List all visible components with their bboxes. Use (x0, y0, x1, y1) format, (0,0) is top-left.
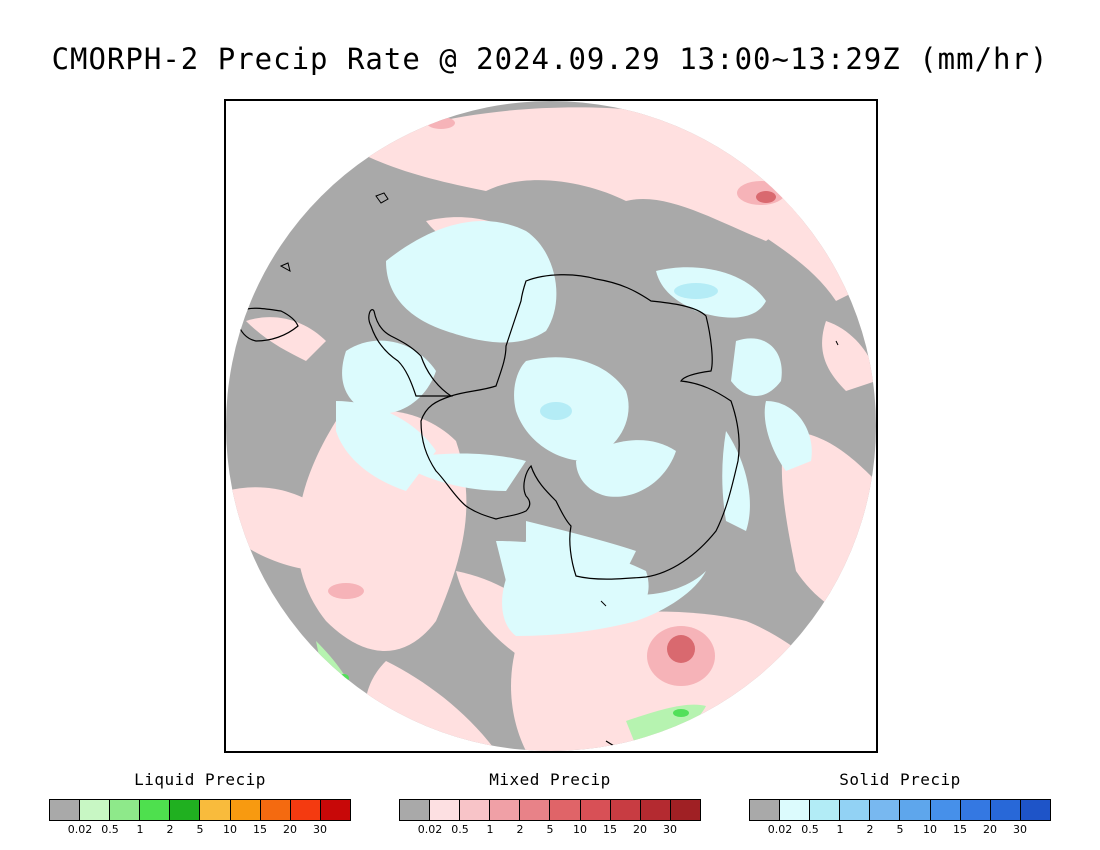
legend-ticks: 0.02 0.5 1 2 5 10 15 20 30 (749, 821, 1051, 836)
legend-swatch (400, 800, 431, 820)
legend-tick-label: 5 (546, 823, 554, 836)
small-islands (279, 192, 839, 607)
legend-swatch (230, 800, 261, 820)
legend-swatch (610, 800, 641, 820)
legend-swatch (750, 800, 781, 820)
legend-tick-label: 30 (1013, 823, 1027, 836)
mixed-heavy-spots (328, 117, 785, 686)
legend-ticks: 0.02 0.5 1 2 5 10 15 20 30 (399, 821, 701, 836)
legend-tick-label: 0.5 (451, 823, 469, 836)
legend-swatch (640, 800, 671, 820)
legend-swatch (110, 800, 141, 820)
legend-swatch (490, 800, 521, 820)
legend-swatch (520, 800, 551, 820)
legend-tick-label: 30 (663, 823, 677, 836)
legend-tick-label: 2 (866, 823, 874, 836)
legend-swatch (670, 800, 700, 820)
legend-ticks: 0.02 0.5 1 2 5 10 15 20 30 (49, 821, 351, 836)
legend-swatch (840, 800, 871, 820)
legend-swatch (780, 800, 811, 820)
legend-swatch (990, 800, 1021, 820)
legend-tick-label: 15 (253, 823, 267, 836)
legend-swatch (1020, 800, 1050, 820)
legend-tick-label: 20 (983, 823, 997, 836)
legend-tick-label: 5 (896, 823, 904, 836)
map-canvas (226, 101, 876, 751)
legend-swatch (810, 800, 841, 820)
antarctic-peninsula-coastline (368, 309, 453, 397)
legend-colorbar (749, 799, 1051, 821)
legend-tick-label: 15 (603, 823, 617, 836)
legend-tick-label: 10 (223, 823, 237, 836)
precip-field (226, 101, 876, 751)
legend-swatch (960, 800, 991, 820)
legend-solid: Solid Precip 0.02 0.5 1 2 5 10 15 20 30 (749, 770, 1051, 836)
legend-tick-label: 0.02 (767, 823, 793, 836)
legend-swatch (930, 800, 961, 820)
legend-swatch (290, 800, 321, 820)
polar-precip-map (224, 99, 878, 753)
legend-swatch (580, 800, 611, 820)
legend-tick-label: 2 (166, 823, 174, 836)
solid-precip-ross-sea (502, 541, 706, 636)
legend-swatch (430, 800, 461, 820)
legend-swatch (460, 800, 491, 820)
legend-colorbar (49, 799, 351, 821)
legend-tick-label: 10 (573, 823, 587, 836)
legend-swatch (550, 800, 581, 820)
legend-tick-label: 20 (283, 823, 297, 836)
legend-tick-label: 1 (136, 823, 144, 836)
legend-title: Liquid Precip (134, 770, 266, 789)
legend-colorbar (399, 799, 701, 821)
legend-tick-label: 0.5 (801, 823, 819, 836)
legend-swatch (140, 800, 171, 820)
legend-title: Mixed Precip (489, 770, 611, 789)
legend-tick-label: 15 (953, 823, 967, 836)
legend-tick-label: 0.02 (417, 823, 443, 836)
legend-tick-label: 0.02 (67, 823, 93, 836)
legend-tick-label: 0.5 (101, 823, 119, 836)
legend-mixed: Mixed Precip 0.02 0.5 1 2 5 10 15 20 30 (399, 770, 701, 836)
legend-swatch (260, 800, 291, 820)
legend-tick-label: 30 (313, 823, 327, 836)
legend-tick-label: 20 (633, 823, 647, 836)
legend-swatch (80, 800, 111, 820)
legend-tick-label: 1 (486, 823, 494, 836)
legend-tick-label: 10 (923, 823, 937, 836)
legend-swatch (900, 800, 931, 820)
legend-liquid: Liquid Precip 0.02 0.5 1 2 5 10 15 20 30 (49, 770, 351, 836)
legend-tick-label: 5 (196, 823, 204, 836)
south-america-coastline (237, 307, 299, 342)
legend-swatch (200, 800, 231, 820)
solid-mid-accents (540, 283, 718, 420)
legend-title: Solid Precip (839, 770, 961, 789)
legend-swatch (870, 800, 901, 820)
legend-tick-label: 1 (836, 823, 844, 836)
legend-swatch (320, 800, 350, 820)
legend-tick-label: 2 (516, 823, 524, 836)
legend-swatch (170, 800, 201, 820)
solid-precip-areas (336, 221, 812, 621)
legend-swatch (50, 800, 81, 820)
chart-title: CMORPH-2 Precip Rate @ 2024.09.29 13:00~… (51, 42, 1049, 76)
